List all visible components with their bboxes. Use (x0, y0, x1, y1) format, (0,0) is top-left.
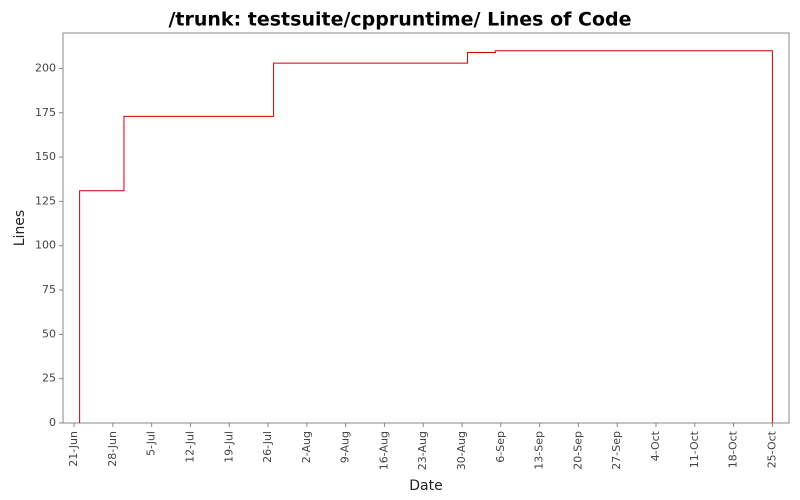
y-tick-label: 50 (42, 327, 56, 340)
x-tick-label: 5-Jul (145, 431, 158, 456)
y-tick-label: 75 (42, 283, 56, 296)
y-tick-label: 25 (42, 372, 56, 385)
x-tick-label: 30-Aug (455, 431, 468, 470)
x-tick-label: 19-Jul (222, 431, 235, 463)
y-axis-label: Lines (12, 210, 28, 246)
x-tick-label: 28-Jun (106, 431, 119, 467)
x-tick-label: 16-Aug (377, 431, 390, 470)
x-tick-label: 25-Oct (765, 430, 778, 468)
x-tick-label: 4-Oct (649, 430, 662, 461)
y-tick-label: 175 (35, 106, 56, 119)
x-tick-label: 27-Sep (610, 431, 623, 470)
y-tick-label: 125 (35, 194, 56, 207)
y-tick-label: 0 (49, 416, 56, 429)
x-tick-label: 11-Oct (688, 430, 701, 468)
data-line (79, 50, 773, 423)
x-tick-label: 20-Sep (571, 431, 584, 470)
x-tick-label: 12-Jul (183, 431, 196, 463)
x-tick-label: 21-Jun (67, 431, 80, 467)
y-tick-label: 200 (35, 61, 56, 74)
y-tick-label: 150 (35, 150, 56, 163)
x-tick-label: 2-Aug (300, 431, 313, 463)
chart-title: /trunk: testsuite/cppruntime/ Lines of C… (168, 9, 631, 31)
x-tick-label: 18-Oct (727, 430, 740, 468)
x-tick-label: 6-Sep (494, 431, 507, 463)
plot-area (62, 32, 790, 424)
x-axis-label: Date (409, 478, 442, 494)
x-tick-label: 26-Jul (261, 431, 274, 463)
x-tick-label: 23-Aug (416, 431, 429, 470)
x-tick-label: 9-Aug (339, 431, 352, 463)
y-tick-label: 100 (35, 239, 56, 252)
x-tick-label: 13-Sep (533, 431, 546, 470)
